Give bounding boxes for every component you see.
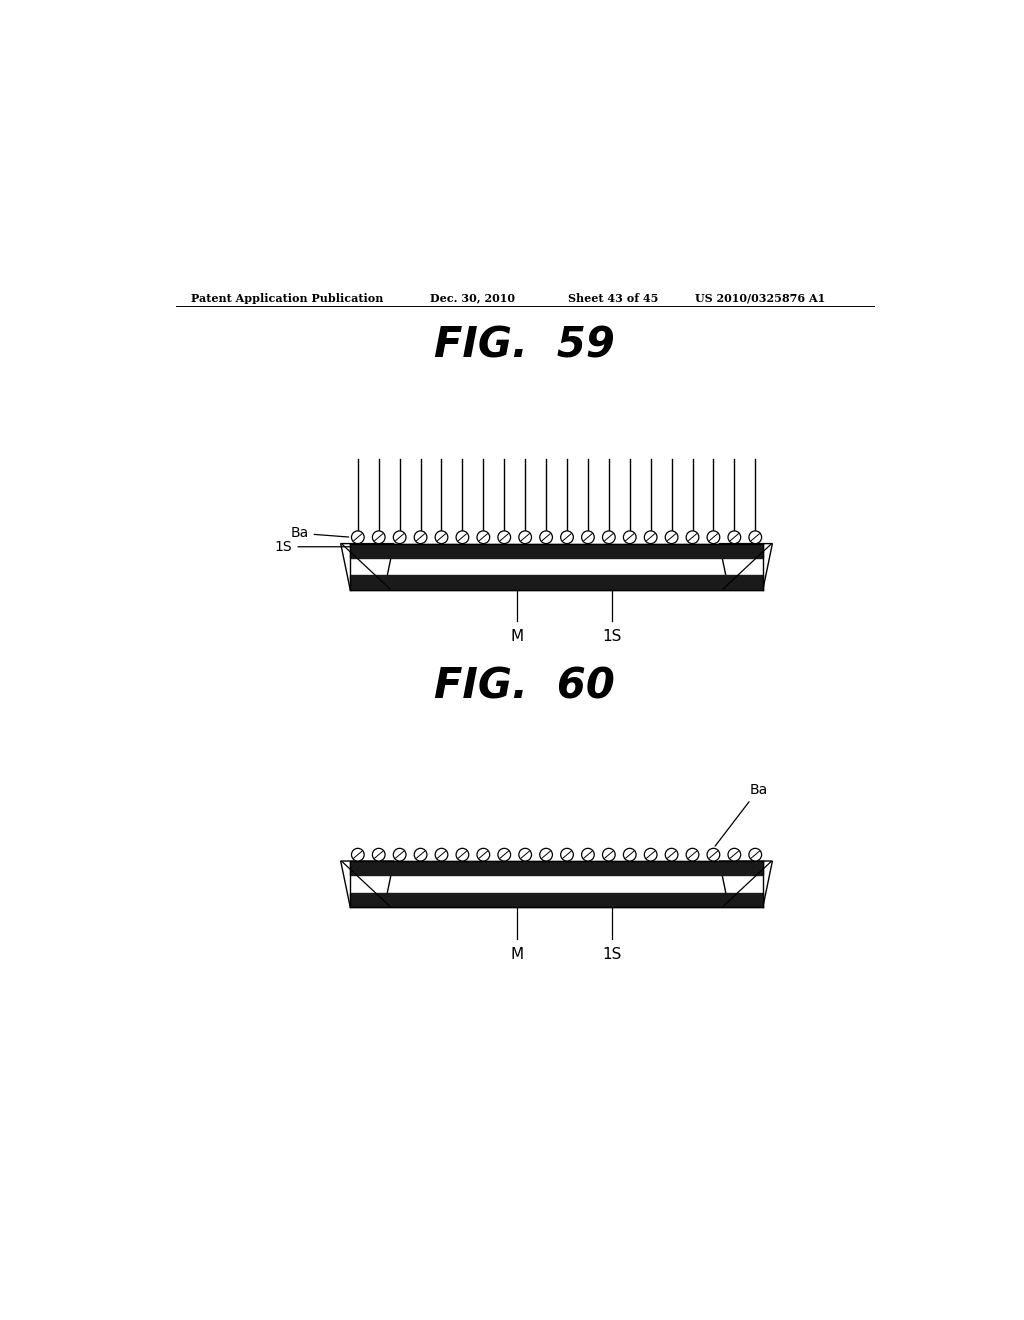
Text: 1S: 1S <box>274 540 351 554</box>
Circle shape <box>602 531 615 544</box>
Circle shape <box>728 849 740 861</box>
Circle shape <box>666 849 678 861</box>
Circle shape <box>728 531 740 544</box>
Circle shape <box>373 531 385 544</box>
Circle shape <box>351 531 365 544</box>
Text: Sheet 43 of 45: Sheet 43 of 45 <box>568 293 658 304</box>
Circle shape <box>582 531 594 544</box>
Circle shape <box>477 849 489 861</box>
Circle shape <box>435 531 447 544</box>
Circle shape <box>498 849 511 861</box>
Circle shape <box>477 531 489 544</box>
Circle shape <box>498 531 511 544</box>
Polygon shape <box>350 861 763 875</box>
Polygon shape <box>719 861 772 907</box>
Circle shape <box>519 531 531 544</box>
Circle shape <box>540 849 552 861</box>
Text: US 2010/0325876 A1: US 2010/0325876 A1 <box>695 293 825 304</box>
Circle shape <box>373 849 385 861</box>
Text: M: M <box>510 630 523 644</box>
Polygon shape <box>341 544 394 590</box>
Circle shape <box>686 531 698 544</box>
Circle shape <box>351 849 365 861</box>
Circle shape <box>644 849 657 861</box>
Circle shape <box>456 531 469 544</box>
Polygon shape <box>341 861 394 907</box>
Circle shape <box>749 849 762 861</box>
Text: Ba: Ba <box>291 527 349 540</box>
Circle shape <box>686 849 698 861</box>
Circle shape <box>624 531 636 544</box>
Circle shape <box>519 849 531 861</box>
Polygon shape <box>719 544 772 590</box>
Circle shape <box>561 849 573 861</box>
Circle shape <box>415 849 427 861</box>
Text: 1S: 1S <box>602 946 622 962</box>
Circle shape <box>602 849 615 861</box>
Circle shape <box>415 531 427 544</box>
Circle shape <box>393 849 406 861</box>
Circle shape <box>708 849 720 861</box>
Text: Patent Application Publication: Patent Application Publication <box>191 293 384 304</box>
Polygon shape <box>350 892 763 907</box>
Circle shape <box>456 849 469 861</box>
Text: Ba: Ba <box>715 783 767 846</box>
Polygon shape <box>350 558 763 576</box>
Polygon shape <box>350 875 763 892</box>
Circle shape <box>435 849 447 861</box>
Circle shape <box>666 531 678 544</box>
Circle shape <box>393 531 406 544</box>
Polygon shape <box>350 576 763 590</box>
Circle shape <box>644 531 657 544</box>
Circle shape <box>749 531 762 544</box>
Circle shape <box>582 849 594 861</box>
Text: 1S: 1S <box>602 630 622 644</box>
Polygon shape <box>350 544 763 558</box>
Circle shape <box>540 531 552 544</box>
Circle shape <box>624 849 636 861</box>
Circle shape <box>561 531 573 544</box>
Text: M: M <box>510 946 523 962</box>
Circle shape <box>708 531 720 544</box>
Text: FIG.  59: FIG. 59 <box>434 325 615 366</box>
Text: Dec. 30, 2010: Dec. 30, 2010 <box>430 293 515 304</box>
Text: FIG.  60: FIG. 60 <box>434 665 615 708</box>
